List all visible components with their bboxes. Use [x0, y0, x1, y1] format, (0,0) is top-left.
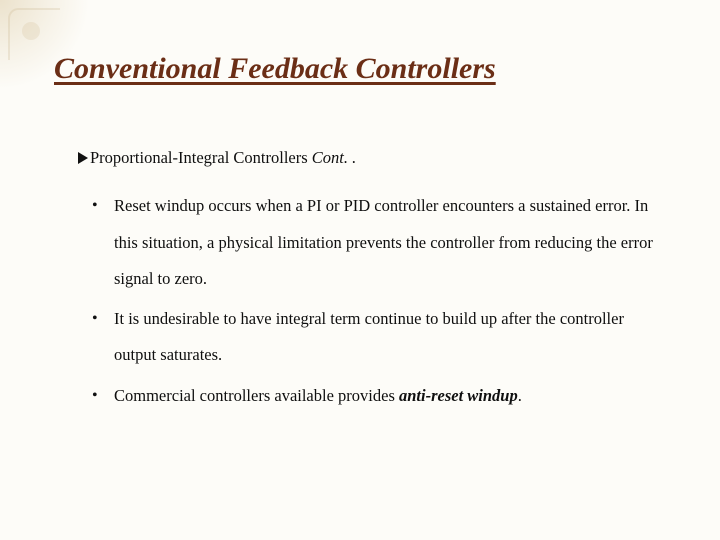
- subheading-text: Proportional-Integral Controllers: [90, 148, 312, 167]
- bullet-text-emph: anti-reset windup: [399, 386, 518, 405]
- bullet-text-prefix: Commercial controllers available provide…: [114, 386, 399, 405]
- list-item: Commercial controllers available provide…: [88, 378, 670, 414]
- bullet-text: Reset windup occurs when a PI or PID con…: [114, 196, 653, 288]
- bullet-text: It is undesirable to have integral term …: [114, 309, 624, 364]
- list-item: It is undesirable to have integral term …: [88, 301, 670, 374]
- bullet-text-suffix: .: [518, 386, 522, 405]
- bullet-list: Reset windup occurs when a PI or PID con…: [88, 188, 670, 414]
- subheading: Proportional-Integral Controllers Cont. …: [78, 140, 670, 176]
- subheading-cont: Cont. .: [312, 148, 356, 167]
- slide-title: Conventional Feedback Controllers: [54, 52, 496, 86]
- list-item: Reset windup occurs when a PI or PID con…: [88, 188, 670, 297]
- slide-content: Proportional-Integral Controllers Cont. …: [78, 140, 670, 418]
- arrow-bullet-icon: [78, 152, 88, 164]
